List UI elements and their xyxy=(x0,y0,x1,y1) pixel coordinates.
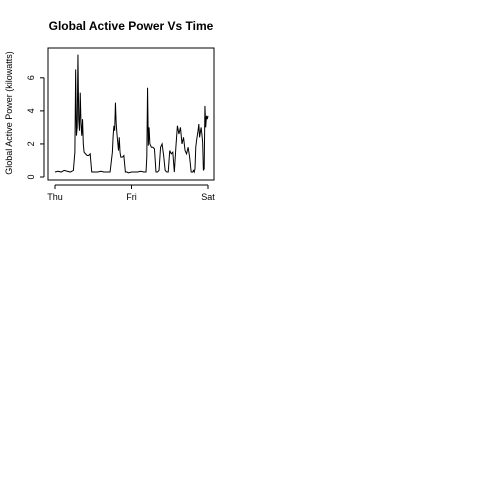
axis-layer: 0 2 4 6 Thu Fri Sat xyxy=(26,75,215,202)
series-line-0 xyxy=(54,54,209,174)
y-tick-label-0: 0 xyxy=(26,174,36,179)
x-tick-label-2: Sat xyxy=(201,192,215,202)
y-axis-label: Global Active Power (kilowatts) xyxy=(4,51,14,175)
plot-layer xyxy=(54,54,209,174)
plot-frame xyxy=(47,47,215,181)
x-tick-label-1: Fri xyxy=(126,192,137,202)
y-tick-label-1: 2 xyxy=(26,141,36,146)
x-tick-label-0: Thu xyxy=(47,192,63,202)
y-tick-label-3: 6 xyxy=(26,75,36,80)
y-tick-label-2: 4 xyxy=(26,108,36,113)
chart-title: Global Active Power Vs Time xyxy=(49,19,214,33)
